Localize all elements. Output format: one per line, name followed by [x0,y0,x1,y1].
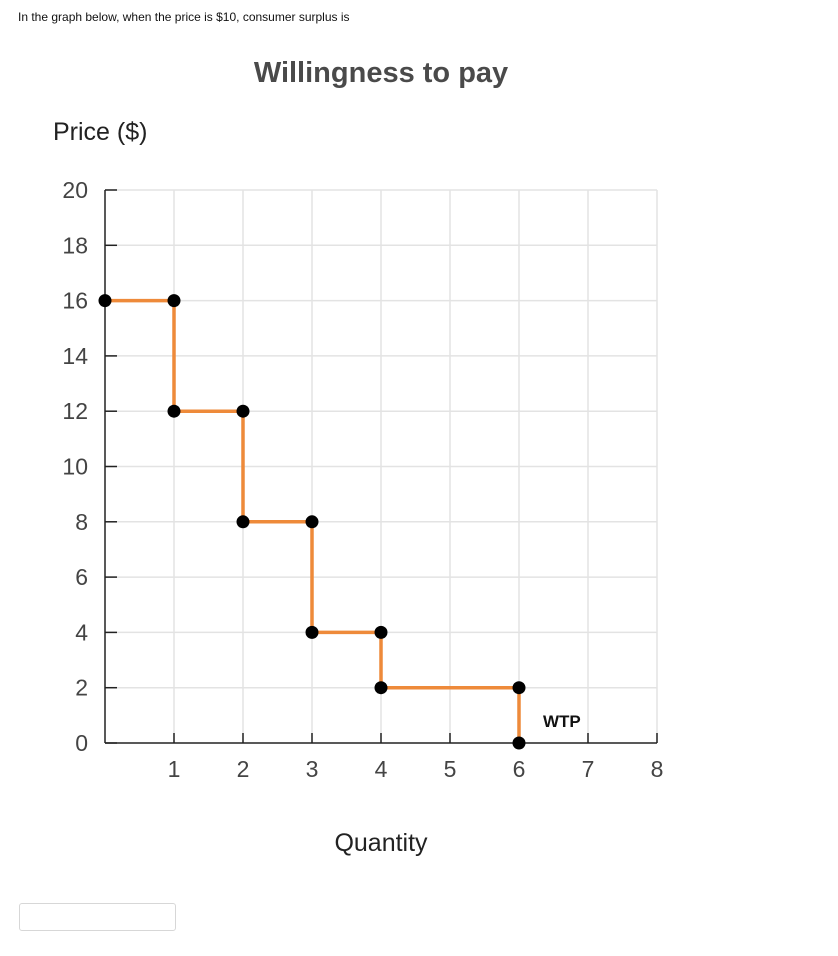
y-tick-label: 4 [75,619,88,645]
data-point [512,681,526,695]
y-tick-label: 20 [62,177,88,203]
y-tick-label: 18 [62,232,88,258]
data-point [374,625,388,639]
y-tick-label: 16 [62,288,88,314]
y-tick-label: 0 [75,730,88,756]
data-point [305,625,319,639]
x-axis-label: Quantity [334,829,428,857]
x-tick-label: 2 [237,756,250,782]
y-tick-label: 12 [62,398,88,424]
data-point [98,294,112,308]
data-point [305,515,319,529]
data-point [236,515,250,529]
data-point [374,681,388,695]
y-tick-label: 6 [75,564,88,590]
y-tick-label: 8 [75,509,88,535]
grid [105,189,658,743]
x-tick-label: 1 [168,756,181,782]
x-tick-label: 8 [651,756,664,782]
x-tick-label: 6 [513,756,526,782]
data-point [512,736,526,750]
y-tick-label: 14 [62,343,88,369]
y-tick-label: 2 [75,675,88,701]
data-point [167,404,181,418]
wtp-chart: Willingness to pay Price ($) Quantity 0 2… [53,57,663,857]
question-text: In the graph below, when the price is $1… [18,10,350,24]
data-point [167,294,181,308]
x-tick-label: 5 [444,756,457,782]
x-tick-label: 7 [582,756,595,782]
x-tick-label: 4 [375,756,388,782]
chart-title: Willingness to pay [254,57,508,89]
series-label-wtp: WTP [543,712,581,731]
points-layer [98,294,526,750]
answer-input[interactable] [19,903,176,931]
data-point [236,404,250,418]
x-tick-label: 3 [306,756,319,782]
y-tick-label: 10 [62,454,88,480]
y-axis-label: Price ($) [53,118,147,146]
